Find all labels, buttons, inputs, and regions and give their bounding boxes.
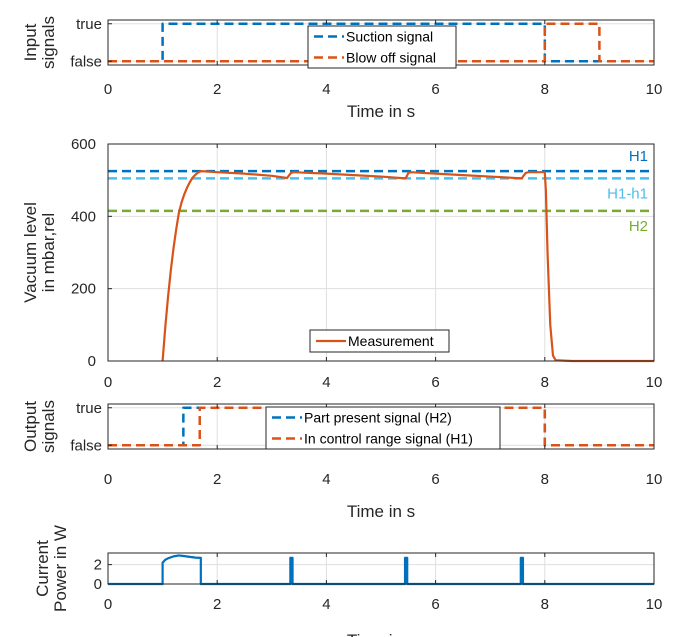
inputs-ytick-label: true — [76, 16, 102, 33]
power-xlabel: Time in s — [347, 631, 415, 637]
vacuum-threshold-label: H1-h1 — [607, 185, 648, 202]
vacuum-ytick-label: 600 — [71, 136, 96, 153]
power-xtick-label: 8 — [541, 596, 549, 613]
vacuum-xtick-label: 4 — [322, 374, 330, 391]
outputs-legend-label: In control range signal (H1) — [304, 431, 473, 447]
inputs-ylabel: Input — [21, 23, 40, 61]
inputs-xtick-label: 2 — [213, 81, 221, 98]
power-ytick-label: 2 — [94, 557, 102, 574]
outputs-panel: 0 2 4 6 8 10 false true Output signals Time in s Pa… — [21, 400, 662, 521]
outputs-xtick-label: 8 — [541, 471, 549, 488]
inputs-legend: Suction signal Blow off signal — [307, 25, 457, 69]
inputs-ylabel: signals — [39, 16, 58, 69]
vacuum-axes-box — [107, 143, 655, 362]
vacuum-legend: Measurement — [309, 329, 450, 353]
power-ylabel: Power in W — [51, 525, 70, 612]
vacuum-legend-label: Measurement — [348, 333, 434, 349]
outputs-xtick-label: 4 — [322, 471, 330, 488]
outputs-ylabel: Output — [21, 401, 40, 452]
inputs-legend-box — [307, 25, 457, 69]
outputs-xtick-label: 0 — [104, 471, 112, 488]
outputs-ytick-label: true — [76, 400, 102, 417]
power-xtick-label: 4 — [322, 596, 330, 613]
inputs-xtick-label: 0 — [104, 81, 112, 98]
inputs-xtick-label: 4 — [322, 81, 330, 98]
power-xtick-label: 6 — [431, 596, 439, 613]
inputs-xtick-label: 10 — [646, 81, 663, 98]
outputs-xtick-label: 10 — [646, 471, 663, 488]
vacuum-xtick-label: 8 — [541, 374, 549, 391]
vacuum-panel: H1 H1-h1 H2 0 2 4 6 8 10 0 200 400 600 Vacuum level in… — [21, 136, 662, 391]
power-xtick-label: 10 — [646, 596, 663, 613]
power-ytick-label: 0 — [94, 576, 102, 593]
vacuum-xtick-label: 6 — [431, 374, 439, 391]
vacuum-threshold-label: H2 — [629, 218, 648, 235]
inputs-ytick-label: false — [70, 53, 102, 70]
vacuum-threshold-label: H1 — [629, 148, 648, 165]
power-xtick-label: 0 — [104, 596, 112, 613]
inputs-series-line — [108, 22, 654, 63]
power-series-line — [108, 554, 654, 586]
inputs-xtick-label: 6 — [431, 81, 439, 98]
outputs-xlabel: Time in s — [347, 502, 415, 521]
inputs-xtick-label: 8 — [541, 81, 549, 98]
inputs-panel: 0 2 4 6 8 10 false true Input signals Time in s Suc… — [21, 16, 662, 121]
outputs-ytick-label: false — [70, 437, 102, 454]
outputs-xtick-label: 2 — [213, 471, 221, 488]
inputs-legend-label: Suction signal — [346, 29, 433, 45]
outputs-ylabel: signals — [39, 400, 58, 453]
inputs-xlabel: Time in s — [347, 102, 415, 121]
vacuum-ylabel: in mbar,rel — [39, 213, 58, 292]
outputs-xtick-label: 6 — [431, 471, 439, 488]
vacuum-xtick-label: 10 — [646, 374, 663, 391]
vacuum-series-line — [161, 170, 654, 363]
outputs-legend-label: Part present signal (H2) — [304, 410, 452, 426]
vacuum-xtick-label: 0 — [104, 374, 112, 391]
power-ylabel: Current — [33, 540, 52, 597]
outputs-legend-box — [265, 406, 501, 450]
power-axes-box — [107, 552, 655, 585]
vacuum-xtick-label: 2 — [213, 374, 221, 391]
power-xtick-label: 2 — [213, 596, 221, 613]
vacuum-ytick-label: 400 — [71, 208, 96, 225]
vacuum-ytick-label: 200 — [71, 281, 96, 298]
vacuum-ylabel: Vacuum level — [21, 202, 40, 303]
vacuum-legend-box — [309, 329, 450, 353]
inputs-legend-label: Blow off signal — [346, 50, 436, 66]
outputs-legend: Part present signal (H2) In control range… — [265, 406, 501, 450]
vacuum-ytick-label: 0 — [88, 353, 96, 370]
